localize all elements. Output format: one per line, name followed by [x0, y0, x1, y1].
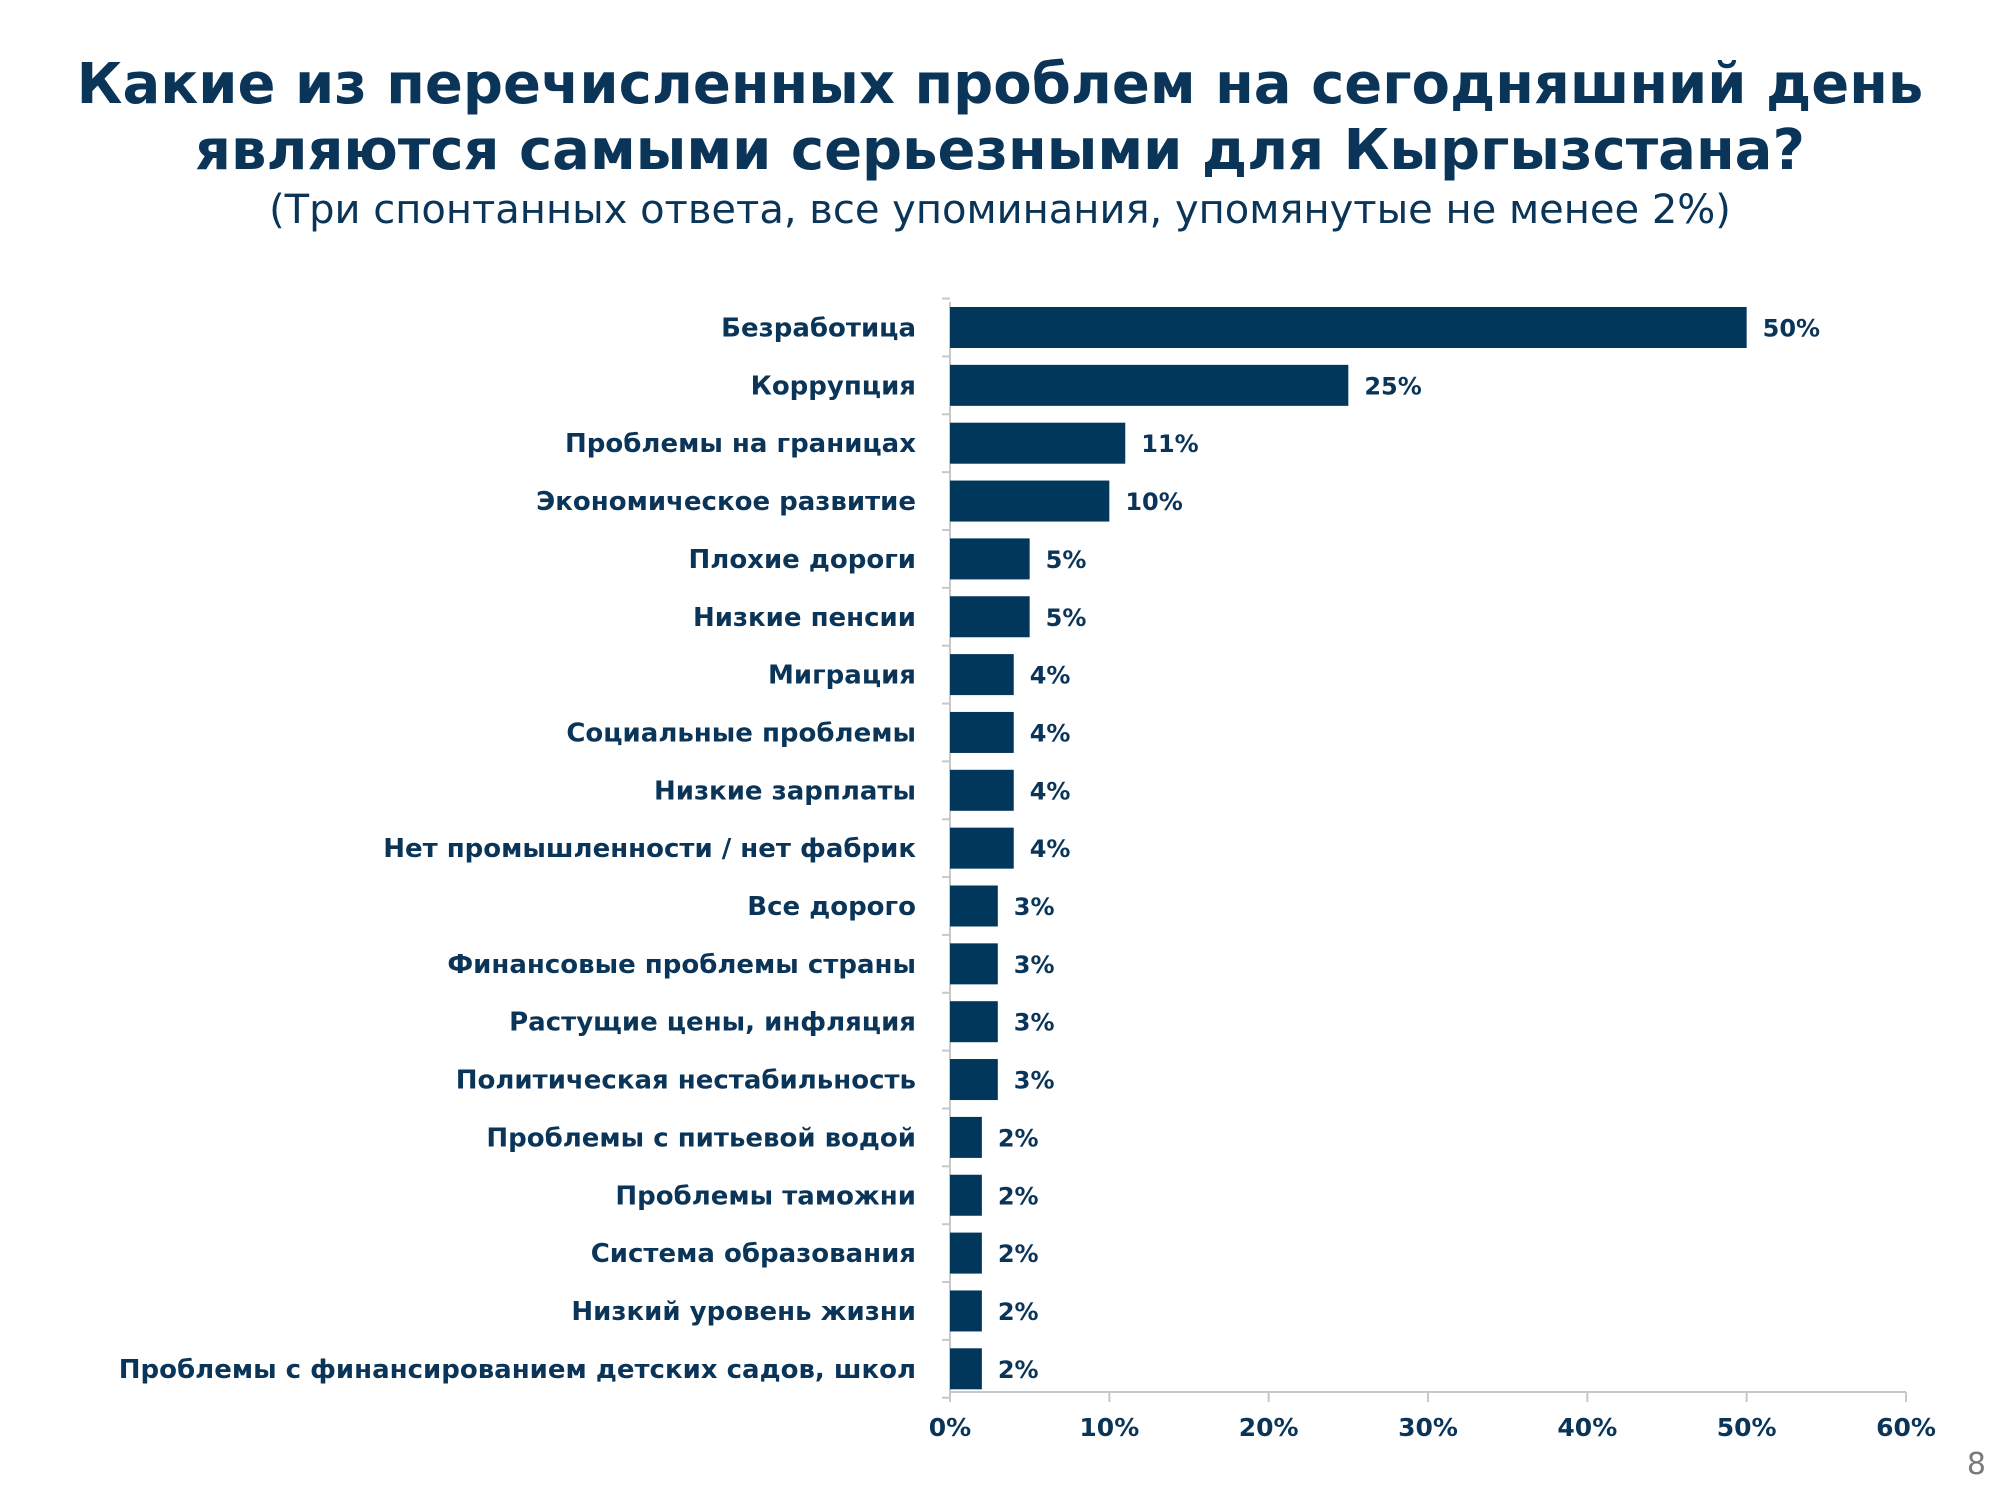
category-label: Финансовые проблемы страны [447, 950, 916, 980]
bar [950, 307, 1747, 348]
bar [950, 1348, 982, 1390]
category-label: Все дорого [747, 892, 916, 922]
bar [950, 1001, 998, 1043]
category-label: Проблемы таможни [615, 1181, 916, 1211]
data-label: 11% [1141, 430, 1198, 458]
x-tick-label: 40% [1557, 1413, 1617, 1442]
data-label: 10% [1125, 488, 1182, 516]
category-label: Проблемы на границах [565, 429, 916, 459]
category-label: Нет промышленности / нет фабрик [383, 834, 916, 864]
category-label: Экономическое развитие [536, 487, 916, 517]
chart-title-line-2: являются самыми серьезными для Кыргызста… [195, 118, 1805, 183]
data-label: 5% [1046, 546, 1087, 574]
data-label: 3% [1014, 1067, 1055, 1095]
bar [950, 711, 1014, 753]
data-label: 4% [1030, 835, 1071, 863]
x-tick-label: 20% [1239, 1413, 1299, 1442]
data-label: 4% [1030, 719, 1071, 747]
chart-title: Какие из перечисленных проблем на сегодн… [0, 52, 2000, 184]
bar [950, 943, 998, 985]
bar [950, 596, 1030, 638]
x-tick-label: 50% [1717, 1413, 1777, 1442]
bar [950, 1290, 982, 1332]
data-label: 2% [998, 1182, 1039, 1210]
x-tick-label: 0% [929, 1413, 971, 1442]
bar [950, 1059, 998, 1101]
data-label: 3% [1014, 951, 1055, 979]
category-label: Миграция [768, 661, 916, 691]
bar [950, 1232, 982, 1274]
bar [950, 422, 1126, 464]
bar [950, 364, 1349, 406]
category-label: Растущие цены, инфляция [509, 1008, 916, 1038]
category-label: Социальные проблемы [566, 718, 916, 748]
bar [950, 538, 1030, 580]
bar [950, 1174, 982, 1216]
category-label: Безработица [721, 314, 916, 344]
bar [950, 769, 1014, 811]
x-tick-label: 30% [1398, 1413, 1458, 1442]
data-label: 2% [998, 1240, 1039, 1268]
data-label: 50% [1763, 315, 1820, 343]
category-label: Политическая нестабильность [456, 1066, 916, 1096]
data-label: 2% [998, 1298, 1039, 1326]
data-label: 3% [1014, 1009, 1055, 1037]
data-label: 5% [1046, 604, 1087, 632]
x-tick-label: 10% [1079, 1413, 1139, 1442]
chart-title-line-1: Какие из перечисленных проблем на сегодн… [76, 52, 1924, 117]
data-label: 3% [1014, 893, 1055, 921]
category-label: Коррупция [751, 371, 916, 401]
category-label: Система образования [591, 1239, 916, 1269]
category-label: Проблемы с питьевой водой [486, 1123, 916, 1153]
bar [950, 1116, 982, 1158]
bar [950, 827, 1014, 869]
category-label: Низкие зарплаты [654, 776, 916, 806]
chart-subtitle: (Три спонтанных ответа, все упоминания, … [269, 187, 1731, 233]
bar [950, 885, 998, 927]
data-label: 2% [998, 1124, 1039, 1152]
page-number: 8 [1966, 1447, 1986, 1482]
bar [950, 480, 1110, 522]
data-label: 2% [998, 1356, 1039, 1384]
data-label: 4% [1030, 777, 1071, 805]
x-tick-label: 60% [1876, 1413, 1936, 1442]
category-label: Проблемы с финансированием детских садов… [119, 1355, 916, 1385]
data-label: 25% [1364, 372, 1421, 400]
bar [950, 654, 1014, 696]
category-label: Низкий уровень жизни [571, 1297, 916, 1327]
category-label: Низкие пенсии [693, 603, 916, 633]
category-label: Плохие дороги [689, 545, 916, 575]
data-label: 4% [1030, 662, 1071, 690]
